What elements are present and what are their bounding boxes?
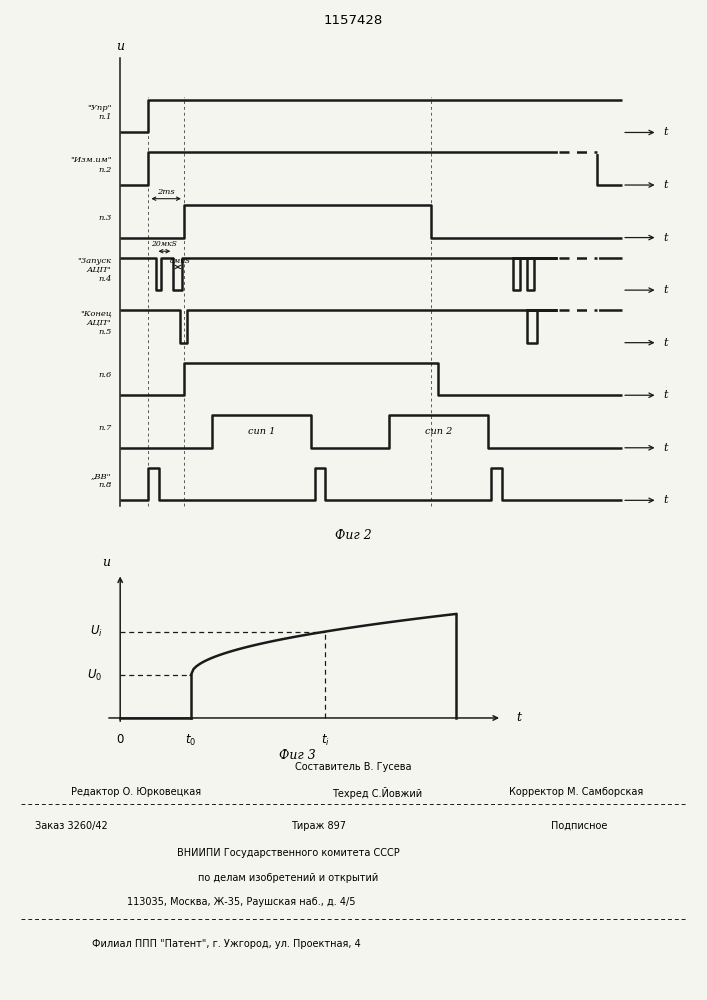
Text: $U_i$: $U_i$ bbox=[90, 624, 103, 639]
Text: п.6: п.6 bbox=[98, 371, 112, 379]
Text: t: t bbox=[663, 338, 667, 348]
Text: "Конец
АЦП"
п.5: "Конец АЦП" п.5 bbox=[80, 310, 112, 336]
Text: Заказ 3260/42: Заказ 3260/42 bbox=[35, 821, 108, 831]
Text: t: t bbox=[663, 495, 667, 505]
Text: $U_0$: $U_0$ bbox=[87, 668, 103, 683]
Text: 113035, Москва, Ж-35, Раушская наб., д. 4/5: 113035, Москва, Ж-35, Раушская наб., д. … bbox=[127, 897, 356, 907]
Text: сип 2: сип 2 bbox=[425, 427, 452, 436]
Text: t: t bbox=[663, 127, 667, 137]
Text: t: t bbox=[663, 180, 667, 190]
Text: по делам изобретений и открытий: по делам изобретений и открытий bbox=[198, 873, 378, 883]
Text: $t_0$: $t_0$ bbox=[185, 733, 197, 748]
Text: t: t bbox=[663, 390, 667, 400]
Text: u: u bbox=[116, 40, 124, 53]
Text: 0: 0 bbox=[117, 733, 124, 746]
Text: 1157428: 1157428 bbox=[324, 13, 383, 26]
Text: Филиал ППП "Патент", г. Ужгород, ул. Проектная, 4: Филиал ППП "Патент", г. Ужгород, ул. Про… bbox=[92, 939, 361, 949]
Text: 20мкS: 20мкS bbox=[151, 240, 177, 248]
Text: t: t bbox=[516, 711, 521, 724]
Text: Фиг 2: Фиг 2 bbox=[335, 529, 372, 542]
Text: "Упр"
п.1: "Упр" п.1 bbox=[87, 104, 112, 121]
Text: Техред С.Йовжий: Техред С.Йовжий bbox=[332, 787, 422, 799]
Text: п.3: п.3 bbox=[98, 214, 112, 222]
Text: 8мкS: 8мкS bbox=[170, 257, 190, 265]
Text: t: t bbox=[663, 233, 667, 243]
Text: Фиг 3: Фиг 3 bbox=[279, 749, 315, 762]
Text: Составитель В. Гусева: Составитель В. Гусева bbox=[296, 762, 411, 772]
Text: Корректор М. Самборская: Корректор М. Самборская bbox=[509, 787, 643, 797]
Text: "Изм.им"
п.2: "Изм.им" п.2 bbox=[70, 156, 112, 174]
Text: Редактор О. Юрковецкая: Редактор О. Юрковецкая bbox=[71, 787, 201, 797]
Text: "Запуск
АЦП"
п.4: "Запуск АЦП" п.4 bbox=[78, 257, 112, 283]
Text: ВНИИПИ Государственного комитета СССР: ВНИИПИ Государственного комитета СССР bbox=[177, 848, 399, 858]
Text: Тираж 897: Тираж 897 bbox=[291, 821, 346, 831]
Text: п.7: п.7 bbox=[98, 424, 112, 432]
Text: „ВВ"
п.8: „ВВ" п.8 bbox=[91, 472, 112, 489]
Text: $t_i$: $t_i$ bbox=[321, 733, 329, 748]
Text: 2ms: 2ms bbox=[158, 188, 175, 196]
Text: t: t bbox=[663, 285, 667, 295]
Text: сип 1: сип 1 bbox=[248, 427, 275, 436]
Text: t: t bbox=[663, 443, 667, 453]
Text: Подписное: Подписное bbox=[551, 821, 608, 831]
Text: u: u bbox=[102, 556, 110, 569]
